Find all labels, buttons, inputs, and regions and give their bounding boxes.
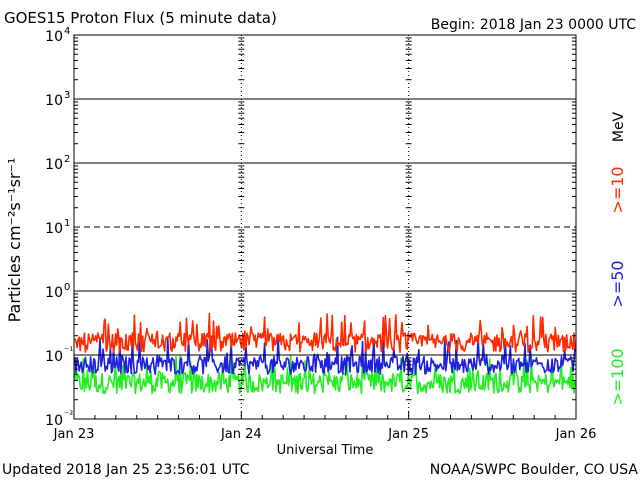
x-tick-label: Jan 23 — [53, 427, 95, 442]
y-tick-exponent: 1 — [64, 218, 70, 229]
y-tick-label: 10 — [45, 221, 63, 237]
y-tick-label: 10 — [45, 413, 63, 429]
y-tick-label: 10 — [45, 157, 63, 173]
legend-series-50: >=50 — [608, 260, 627, 307]
y-tick-exponent: 2 — [64, 154, 70, 165]
x-tick-label: Jan 25 — [387, 427, 429, 442]
series-line-100 — [74, 354, 576, 395]
chart-title: GOES15 Proton Flux (5 minute data) — [4, 9, 277, 27]
y-tick-exponent: 0 — [64, 282, 70, 293]
series-line-10 — [74, 312, 576, 354]
y-tick-label: 10 — [45, 93, 63, 109]
x-tick-labels: Jan 23 Jan 24 Jan 25 Jan 26 — [53, 427, 597, 442]
begin-time: Begin: 2018 Jan 23 0000 UTC — [431, 17, 636, 33]
x-tick-label: Jan 26 — [555, 427, 597, 442]
series-line-50 — [74, 335, 576, 376]
y-tick-exponent: 3 — [64, 90, 70, 101]
x-axis-label: Universal Time — [277, 443, 374, 458]
y-tick-exponent: ⁻¹ — [64, 346, 73, 357]
x-tick-label: Jan 24 — [220, 427, 262, 442]
y-tick-exponent: 4 — [64, 26, 70, 37]
legend-series-10: >=10 — [608, 166, 627, 213]
legend-series-100: >=100 — [608, 348, 627, 405]
y-tick-label: 10 — [45, 29, 63, 45]
legend-units: MeV — [611, 111, 627, 142]
plot-frame — [73, 34, 577, 420]
updated-timestamp: Updated 2018 Jan 25 23:56:01 UTC — [2, 462, 250, 478]
y-tick-exponent: ⁻² — [64, 410, 73, 421]
series-layer — [74, 312, 576, 395]
y-axis-label: Particles cm⁻²s⁻¹sr⁻¹ — [5, 158, 24, 323]
grid-layer — [73, 35, 577, 419]
credit-text: NOAA/SWPC Boulder, CO USA — [430, 462, 639, 478]
y-tick-label: 10 — [45, 349, 63, 365]
y-tick-label: 10 — [45, 285, 63, 301]
